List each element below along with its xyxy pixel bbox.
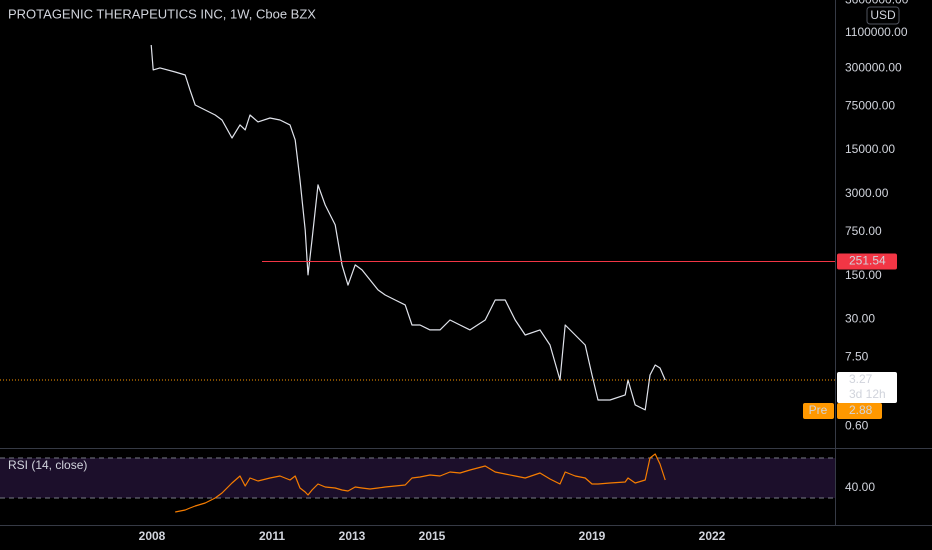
x-tick-label: 2022 xyxy=(699,529,726,543)
series-line xyxy=(150,44,666,411)
x-tick-label: 2019 xyxy=(579,529,606,543)
y-tick-label: 75000.00 xyxy=(845,98,895,112)
y-tick-label: 40.00 xyxy=(845,480,875,494)
x-tick-label: 2008 xyxy=(139,529,166,543)
y-tick-label: 1100000.00 xyxy=(845,25,908,39)
rsi-band-fill xyxy=(0,458,835,498)
premarket-tag: Pre xyxy=(809,403,828,417)
last-price-box xyxy=(837,371,897,403)
premarket-price-box xyxy=(837,402,882,419)
countdown-label: 3d 12h xyxy=(849,387,886,401)
premarket-price: 2.88 xyxy=(849,403,873,417)
x-tick-label: 2011 xyxy=(259,529,285,543)
last-price-label: 3.27 xyxy=(849,372,873,386)
x-tick-label: 2013 xyxy=(339,529,366,543)
y-tick-label: 150.00 xyxy=(845,268,882,282)
currency-box[interactable] xyxy=(866,6,900,25)
y-tick-label: 0.60 xyxy=(845,418,869,432)
chart-title: PROTAGENIC THERAPEUTICS INC, 1W, Cboe BZ… xyxy=(8,6,316,21)
currency[interactable]: USD xyxy=(870,8,896,22)
y-tick-label: 3600000.00 xyxy=(845,0,909,7)
hline-label-box xyxy=(837,253,897,270)
indicator-title: RSI (14, close) xyxy=(8,458,87,472)
y-tick-label: 7.50 xyxy=(845,350,869,364)
y-tick-label: 30.00 xyxy=(845,312,875,326)
y-tick-label: 750.00 xyxy=(845,224,882,238)
hline-label: 251.54 xyxy=(849,254,886,268)
premarket-tag-box xyxy=(803,402,834,419)
y-tick-label: 3000.00 xyxy=(845,186,889,200)
series-line xyxy=(175,453,666,513)
y-tick-label: 300000.00 xyxy=(845,60,902,74)
x-tick-label: 2015 xyxy=(419,529,446,543)
y-tick-label: 15000.00 xyxy=(845,142,895,156)
